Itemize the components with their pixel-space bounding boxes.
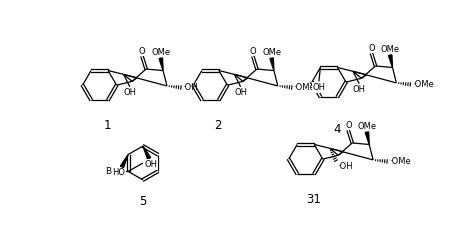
Text: O: O [250,47,256,56]
Text: OMe: OMe [151,48,170,57]
Text: 4: 4 [333,123,340,136]
Text: 1: 1 [103,119,111,132]
Text: OH: OH [144,160,157,169]
Text: HO: HO [112,168,126,178]
Text: OH: OH [123,88,137,97]
Text: O: O [139,47,146,56]
Polygon shape [143,146,151,159]
Text: Br: Br [105,167,115,176]
Text: OH: OH [353,85,365,94]
Text: ·OMe: ·OMe [389,157,410,166]
Text: ·OH: ·OH [337,162,353,171]
Text: 5: 5 [139,195,146,208]
Polygon shape [120,155,128,168]
Text: ·OH: ·OH [182,83,198,92]
Text: O: O [368,44,375,53]
Text: 31: 31 [306,193,321,206]
Text: O: O [345,121,352,130]
Polygon shape [365,132,369,145]
Text: ·OMe: ·OMe [293,83,315,92]
Text: OMe: OMe [381,44,400,54]
Polygon shape [270,58,274,71]
Text: 2: 2 [214,119,222,132]
Text: OH: OH [312,83,325,92]
Text: OMe: OMe [357,122,376,130]
Text: OMe: OMe [262,48,281,57]
Polygon shape [389,55,392,67]
Text: OH: OH [234,88,247,97]
Text: ·OMe: ·OMe [412,80,434,89]
Polygon shape [159,58,163,71]
